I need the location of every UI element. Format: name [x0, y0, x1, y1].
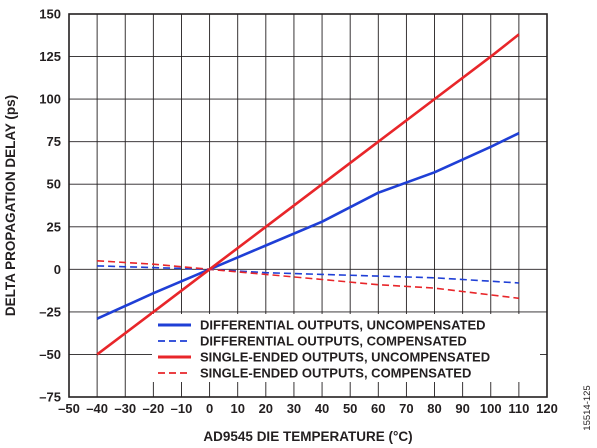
x-tick-label: 20: [259, 401, 273, 416]
x-tick-label: 100: [480, 401, 502, 416]
legend-label: DIFFERENTIAL OUTPUTS, UNCOMPENSATED: [200, 318, 486, 333]
y-tick-label: –75: [39, 390, 61, 405]
x-tick-label: –50: [58, 401, 80, 416]
x-tick-label: 80: [427, 401, 441, 416]
x-tick-label: –30: [114, 401, 136, 416]
legend-label: DIFFERENTIAL OUTPUTS, COMPENSATED: [200, 334, 467, 349]
y-tick-label: –25: [39, 304, 61, 319]
figure-id: 15514-125: [582, 385, 593, 430]
y-tick-label: 0: [54, 262, 61, 277]
series-line-4: [97, 260, 519, 300]
x-tick-label: –20: [143, 401, 165, 416]
y-axis-title: DELTA PROPAGATION DELAY (ps): [3, 95, 18, 316]
series-line-1: [96, 132, 520, 320]
x-tick-label: –40: [86, 401, 108, 416]
x-tick-label: 30: [287, 401, 301, 416]
y-tick-label: 25: [47, 219, 61, 234]
x-tick-label: 90: [455, 401, 469, 416]
series-line-3: [96, 33, 520, 356]
legend-label: SINGLE-ENDED OUTPUTS, UNCOMPENSATED: [200, 350, 490, 365]
y-tick-label: 125: [39, 49, 61, 64]
legend-background: [152, 314, 540, 382]
series-layer: [96, 33, 520, 356]
series-line-2: [97, 265, 519, 284]
y-tick-label: –50: [39, 347, 61, 362]
x-axis-title: AD9545 DIE TEMPERATURE (°C): [203, 429, 412, 444]
x-tick-label: 120: [536, 401, 558, 416]
x-tick-label: 10: [230, 401, 244, 416]
x-tick-label: –10: [171, 401, 193, 416]
plot-frame: [68, 13, 548, 398]
y-tick-labels: –75 –50 –25 0 25 50 75 100 125 150: [39, 7, 61, 405]
legend: DIFFERENTIAL OUTPUTS, UNCOMPENSATEDDIFFE…: [152, 314, 540, 382]
legend-label: SINGLE-ENDED OUTPUTS, COMPENSATED: [200, 366, 471, 381]
y-tick-label: 100: [39, 92, 61, 107]
x-tick-label: 60: [371, 401, 385, 416]
x-tick-label: 0: [206, 401, 213, 416]
x-tick-label: 70: [399, 401, 413, 416]
x-tick-label: 110: [508, 401, 529, 416]
x-tick-label: 40: [315, 401, 329, 416]
x-tick-label: 50: [343, 401, 357, 416]
y-tick-label: 150: [39, 7, 61, 22]
y-tick-label: 75: [47, 134, 61, 149]
x-tick-labels: –50 –40 –30 –20 –10 0 10 20 30 40 50 60 70 80 90 100 110…: [58, 401, 558, 416]
y-tick-label: 50: [47, 177, 61, 192]
